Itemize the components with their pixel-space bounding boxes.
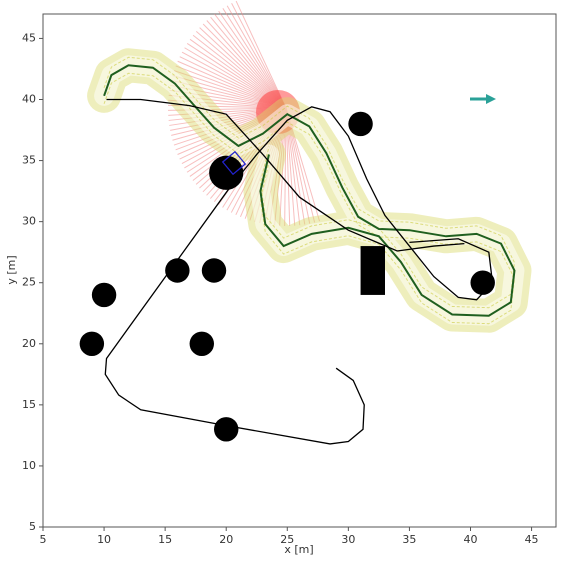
trajectory [104, 98, 494, 445]
x-tick-label: 10 [97, 533, 111, 546]
x-tick-label: 30 [341, 533, 355, 546]
sensor-ray [285, 107, 296, 226]
y-tick-label: 25 [22, 276, 36, 289]
sensor-ray [285, 107, 301, 226]
sensor-ray [206, 20, 287, 109]
y-tick-label: 20 [22, 337, 36, 350]
heading-arrow-head [486, 94, 496, 104]
sensor-ray [214, 13, 287, 109]
sensor-ray [179, 56, 287, 109]
obstacle [201, 258, 227, 283]
sensor-ray [189, 38, 287, 109]
y-tick-label: 15 [22, 398, 36, 411]
sensor-ray [171, 79, 287, 109]
sensor-ray [177, 60, 287, 109]
sensor-ray [186, 43, 287, 109]
obstacle [209, 155, 244, 190]
x-tick-label: 20 [219, 533, 233, 546]
sensor-ray [173, 107, 287, 146]
sensor-ray [222, 8, 287, 109]
x-tick-label: 15 [158, 533, 172, 546]
x-tick-label: 40 [464, 533, 478, 546]
sensor-ray [199, 27, 287, 109]
reference-path [103, 64, 516, 317]
obstacle [214, 417, 239, 442]
x-tick-label: 25 [280, 533, 294, 546]
sensor-ray [202, 23, 287, 109]
sensor-ray [170, 107, 287, 131]
y-tick-label: 40 [22, 93, 36, 106]
robot [221, 150, 247, 176]
y-tick-label: 45 [22, 31, 36, 44]
y-tick-label: 30 [22, 215, 36, 228]
x-tick-label: 45 [525, 533, 539, 546]
plot-layer [79, 0, 532, 445]
obstacle [470, 270, 495, 295]
sensor-ray [195, 30, 287, 109]
sensor-ray [171, 107, 287, 136]
sensor-ray [285, 107, 306, 225]
sensor-ray [173, 70, 287, 109]
x-axis-label: x [m] [284, 543, 313, 556]
sensor-ray [231, 3, 287, 109]
obstacle [91, 282, 117, 308]
obstacle [79, 331, 105, 356]
obstacle [165, 258, 190, 283]
sensor-ray [175, 65, 287, 109]
x-tick-label: 5 [40, 533, 47, 546]
y-tick-label: 35 [22, 154, 36, 167]
x-tick-label: 35 [402, 533, 416, 546]
sensor-ray [218, 10, 287, 109]
sensor-ray [168, 107, 287, 116]
sensor-ray [210, 16, 287, 109]
obstacle [189, 331, 215, 356]
sensor-ray [172, 107, 287, 141]
sensor-ray [169, 107, 287, 126]
sensor-ray [168, 107, 287, 121]
sensor-ray [172, 74, 287, 109]
obstacle [348, 111, 373, 137]
block-obstacle [360, 246, 385, 295]
y-tick-label: 5 [29, 520, 36, 533]
sensor-ray [285, 107, 311, 224]
y-axis-label: y [m] [5, 255, 18, 284]
sensor-ray [192, 34, 287, 109]
sensor-ray [181, 51, 287, 109]
sensor-ray [226, 5, 287, 109]
sensor-ray [285, 107, 291, 226]
footprint-edge [103, 56, 515, 309]
y-tick-label: 10 [22, 459, 36, 472]
sensor-ray [184, 47, 287, 109]
sensor-ray [235, 0, 287, 109]
